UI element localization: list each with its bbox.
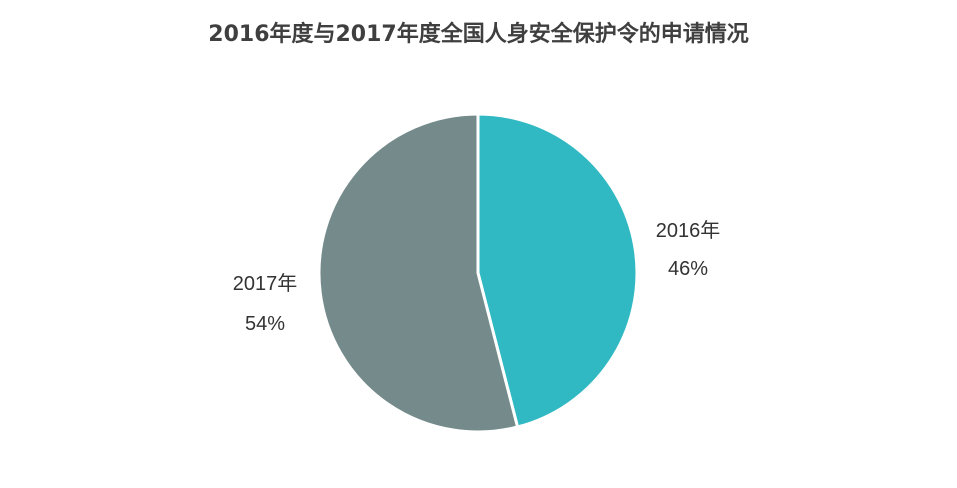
pie-slices xyxy=(317,112,639,434)
chart-title: 2016年度与2017年度全国人身安全保护令的申请情况 xyxy=(208,22,749,47)
slice-percent-label: 46% xyxy=(668,258,708,280)
pie-labels: 2016年 46% 2017年 54% xyxy=(233,219,721,335)
slice-category-label: 2017年 xyxy=(233,272,298,295)
pie-slice-2017 xyxy=(317,112,520,434)
slice-category-label: 2016年 xyxy=(656,219,721,242)
pie-slice-2016 xyxy=(476,112,639,429)
slice-percent-label: 54% xyxy=(245,313,285,335)
